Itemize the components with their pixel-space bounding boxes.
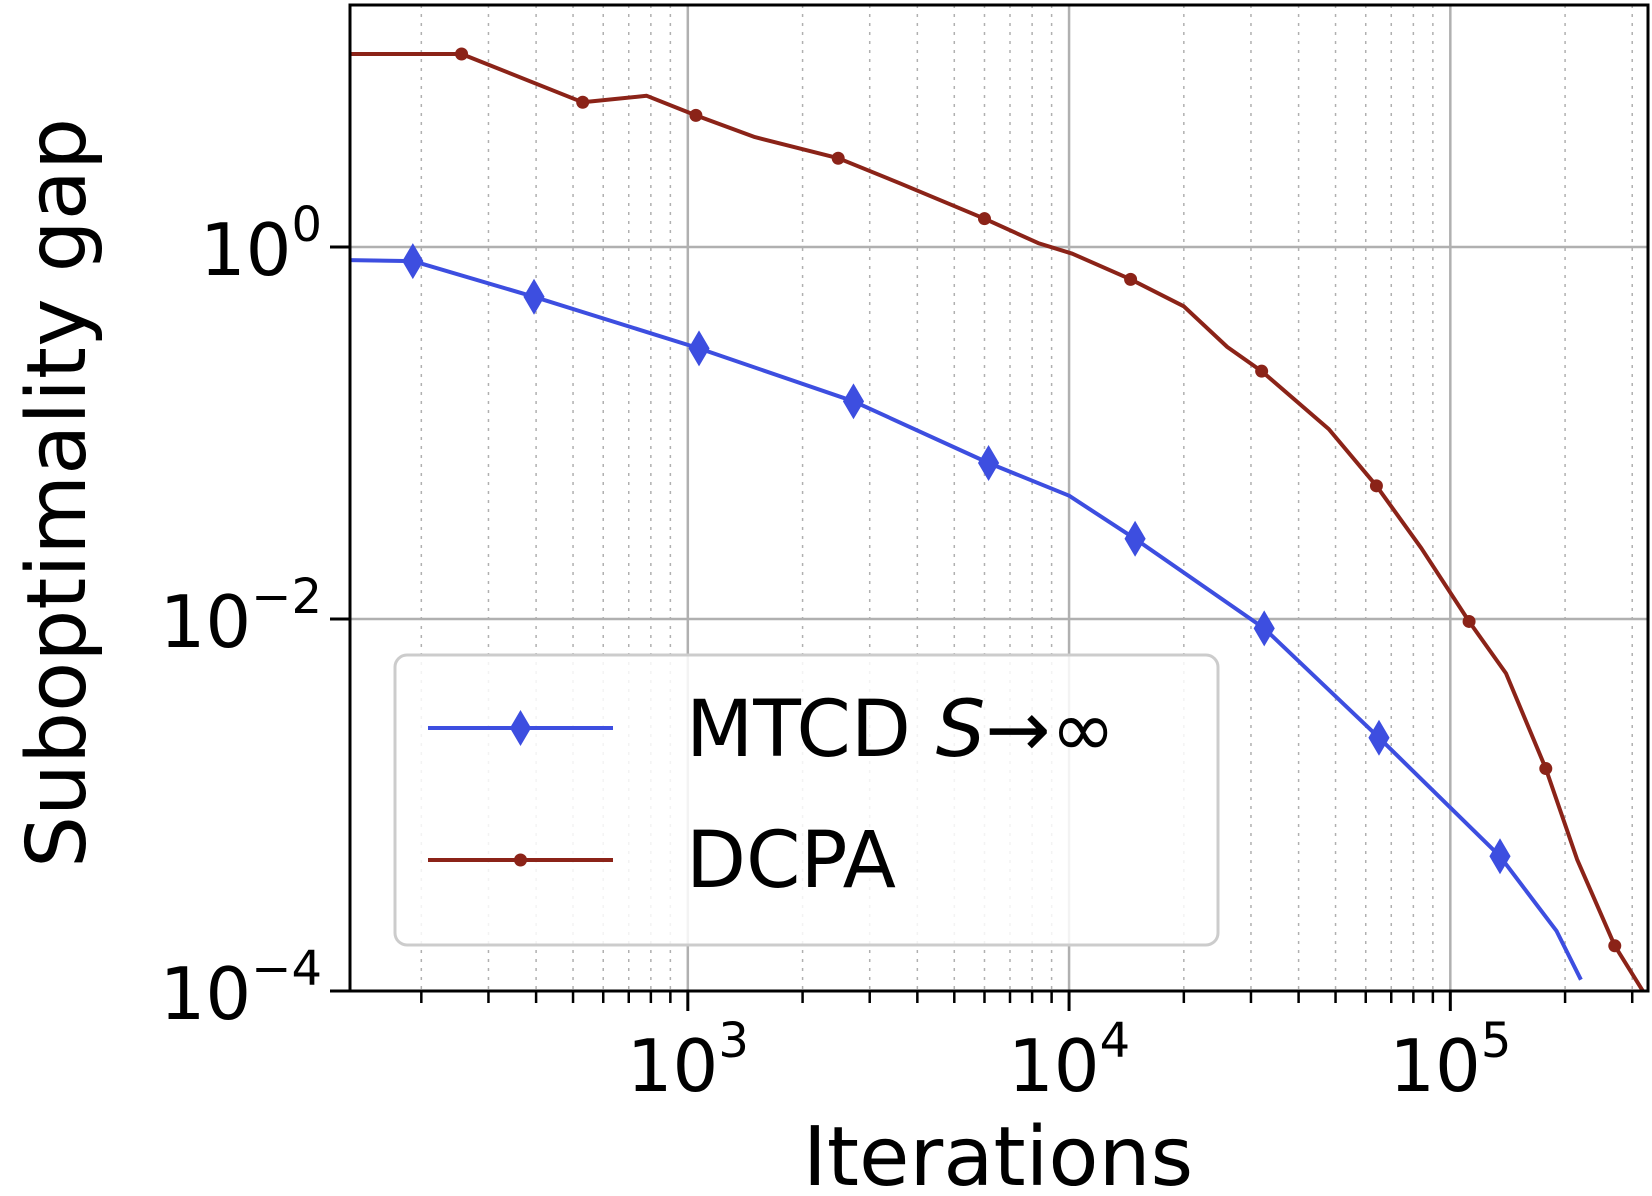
x-tick-label: 105: [1389, 1013, 1511, 1108]
x-axis-label: Iterations: [803, 1110, 1194, 1196]
data-point-dcpa: [576, 95, 590, 109]
data-point-dcpa: [689, 108, 703, 122]
data-point-mtcd: [1253, 610, 1275, 647]
legend-mtcd-prefix: MTCD: [686, 685, 936, 775]
data-point-dcpa: [1608, 939, 1622, 953]
legend-marker-dcpa: [514, 853, 527, 867]
data-point-mtcd: [1489, 838, 1511, 875]
y-tick-exponent: −2: [251, 569, 322, 625]
data-point-mtcd: [977, 444, 1000, 481]
data-point-dcpa: [977, 212, 991, 226]
y-tick-base: 10: [160, 952, 252, 1036]
legend-label-mtcd: MTCD S→∞: [686, 685, 1116, 775]
data-point-dcpa: [455, 47, 469, 61]
y-tick-exponent: 0: [291, 197, 322, 253]
legend-marker-mtcd: [509, 710, 532, 746]
data-point-mtcd: [1124, 520, 1146, 557]
data-point-mtcd: [688, 330, 710, 367]
data-point-dcpa: [1462, 614, 1476, 628]
y-tick-label: 10−4: [160, 941, 322, 1036]
data-point-mtcd: [1368, 719, 1390, 756]
x-tick-label: 103: [627, 1013, 749, 1108]
x-tick-exponent: 5: [1481, 1013, 1512, 1069]
x-tick-exponent: 3: [718, 1013, 749, 1069]
data-point-dcpa: [1255, 364, 1269, 378]
series-layer: [350, 47, 1645, 991]
series-group: [350, 47, 1645, 991]
y-tick-base: 10: [200, 208, 292, 292]
data-point-dcpa: [1539, 762, 1553, 776]
y-tick-label: 10−2: [160, 569, 322, 664]
data-point-mtcd: [842, 383, 865, 420]
x-tick-label: 104: [1008, 1013, 1130, 1108]
data-point-mtcd: [523, 278, 545, 315]
data-point-mtcd: [402, 243, 424, 280]
legend-mtcd-suffix: →∞: [985, 685, 1115, 775]
x-tick-base: 10: [627, 1024, 719, 1108]
data-point-dcpa: [831, 151, 845, 165]
series-line-dcpa: [350, 52, 1645, 991]
legend-handles: [428, 710, 613, 867]
y-tick-base: 10: [160, 580, 252, 664]
legend-mtcd-math: S: [936, 685, 986, 775]
axes: [330, 3, 1650, 1011]
y-tick-label: 100: [200, 197, 322, 292]
y-tick-exponent: −4: [251, 941, 322, 997]
legend: MTCD S→∞ DCPA: [393, 653, 1220, 947]
x-tick-base: 10: [1389, 1024, 1481, 1108]
data-point-dcpa: [1369, 479, 1383, 493]
data-point-dcpa: [1124, 272, 1138, 286]
y-axis-label: Suboptimality gap: [10, 118, 105, 868]
legend-label-dcpa: DCPA: [686, 816, 896, 906]
plot-frame: [348, 3, 1650, 993]
x-tick-exponent: 4: [1100, 1013, 1131, 1069]
x-tick-base: 10: [1008, 1024, 1100, 1108]
